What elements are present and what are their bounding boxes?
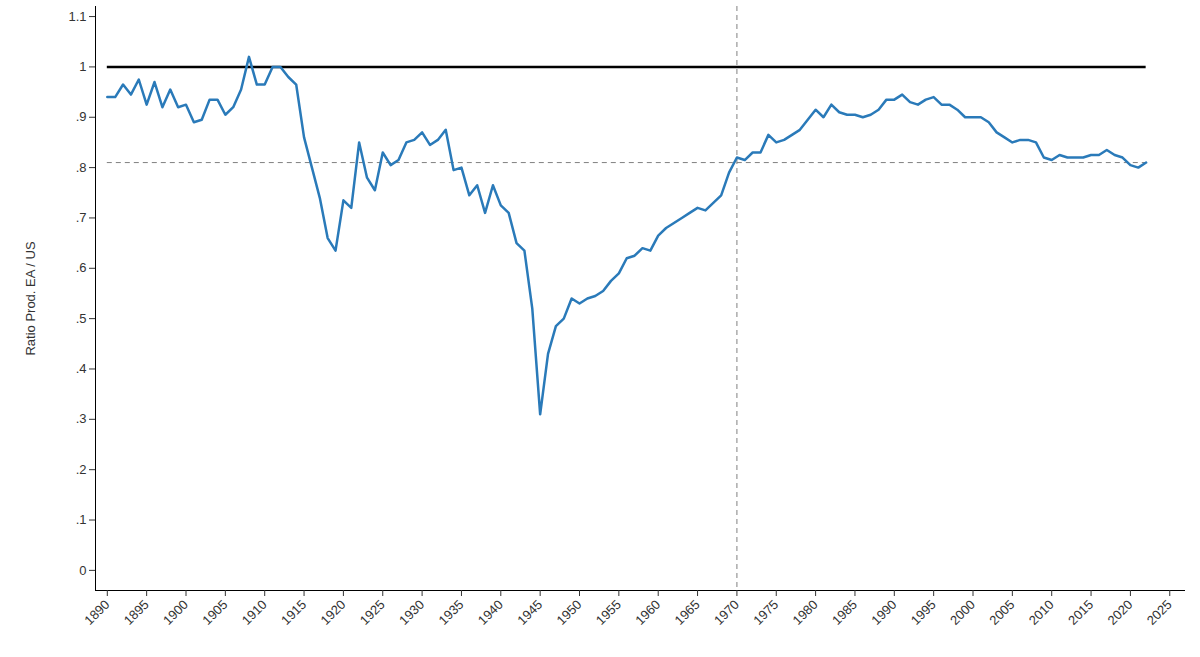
svg-text:1895: 1895	[121, 597, 152, 628]
svg-text:.6: .6	[76, 260, 87, 275]
svg-text:1975: 1975	[750, 597, 781, 628]
svg-text:1960: 1960	[632, 597, 663, 628]
svg-text:.1: .1	[76, 512, 87, 527]
svg-text:.3: .3	[76, 411, 87, 426]
svg-text:2000: 2000	[947, 597, 978, 628]
svg-text:.9: .9	[76, 109, 87, 124]
svg-text:1995: 1995	[908, 597, 939, 628]
svg-text:.7: .7	[76, 210, 87, 225]
svg-text:2005: 2005	[986, 597, 1017, 628]
svg-text:1905: 1905	[199, 597, 230, 628]
svg-text:1945: 1945	[514, 597, 545, 628]
svg-text:1925: 1925	[357, 597, 388, 628]
svg-text:2020: 2020	[1104, 597, 1135, 628]
svg-text:1940: 1940	[475, 597, 506, 628]
svg-text:1915: 1915	[278, 597, 309, 628]
svg-text:1890: 1890	[81, 597, 112, 628]
svg-text:1910: 1910	[239, 597, 270, 628]
svg-text:1900: 1900	[160, 597, 191, 628]
svg-text:.2: .2	[76, 462, 87, 477]
svg-text:1.1: 1.1	[68, 9, 86, 24]
svg-text:0: 0	[79, 563, 86, 578]
svg-text:1935: 1935	[435, 597, 466, 628]
svg-text:1955: 1955	[593, 597, 624, 628]
svg-text:.5: .5	[76, 311, 87, 326]
svg-text:1990: 1990	[868, 597, 899, 628]
svg-text:1930: 1930	[396, 597, 427, 628]
svg-text:2015: 2015	[1065, 597, 1096, 628]
svg-text:1965: 1965	[672, 597, 703, 628]
svg-text:Ratio Prod. EA / US: Ratio Prod. EA / US	[23, 241, 38, 355]
svg-text:1920: 1920	[317, 597, 348, 628]
svg-text:1970: 1970	[711, 597, 742, 628]
svg-text:2010: 2010	[1026, 597, 1057, 628]
svg-text:1980: 1980	[790, 597, 821, 628]
svg-text:.4: .4	[76, 361, 87, 376]
svg-text:2025: 2025	[1144, 597, 1175, 628]
svg-text:1950: 1950	[554, 597, 585, 628]
svg-text:1985: 1985	[829, 597, 860, 628]
svg-text:.8: .8	[76, 160, 87, 175]
svg-text:1: 1	[79, 59, 86, 74]
